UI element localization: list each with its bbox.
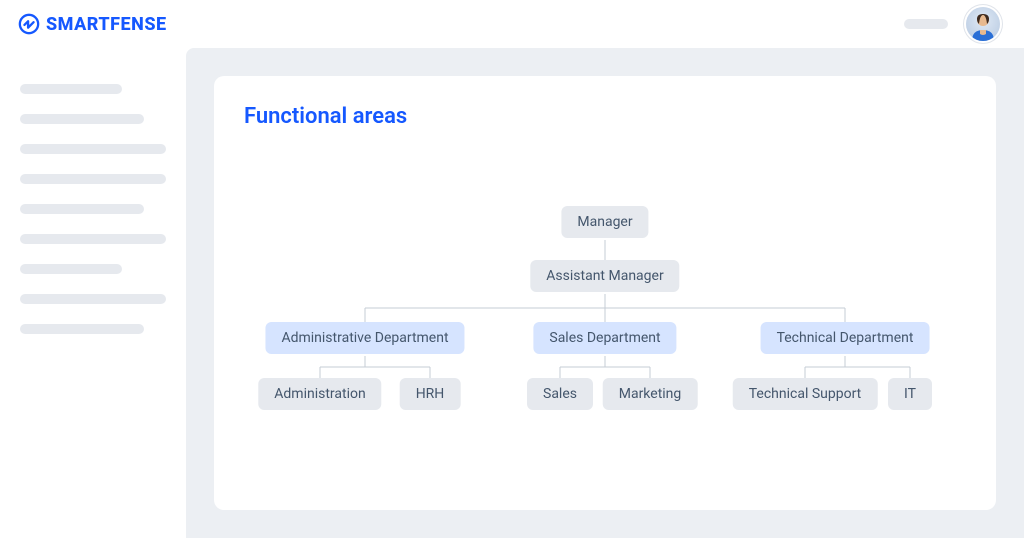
- sidebar-item[interactable]: [20, 114, 144, 124]
- sidebar-item[interactable]: [20, 294, 166, 304]
- brand-icon: [18, 13, 40, 35]
- org-node-admin2[interactable]: HRH: [400, 378, 461, 410]
- org-node-sales2[interactable]: Marketing: [603, 378, 698, 410]
- org-node-amgr[interactable]: Assistant Manager: [530, 260, 679, 292]
- org-node-admin1[interactable]: Administration: [258, 378, 381, 410]
- avatar[interactable]: [966, 7, 1000, 41]
- brand-name: SMARTFENSE: [46, 14, 167, 35]
- card-title: Functional areas: [244, 104, 966, 129]
- sidebar-item[interactable]: [20, 174, 166, 184]
- sidebar-item[interactable]: [20, 324, 144, 334]
- sidebar-item[interactable]: [20, 264, 122, 274]
- sidebar-item[interactable]: [20, 204, 144, 214]
- brand-logo[interactable]: SMARTFENSE: [18, 13, 167, 35]
- org-node-tech2[interactable]: IT: [888, 378, 932, 410]
- main-area: Functional areas Manager Assistant Manage…: [0, 48, 1024, 538]
- org-node-sales[interactable]: Sales Department: [533, 322, 676, 354]
- topbar: SMARTFENSE: [0, 0, 1024, 48]
- org-node-tech[interactable]: Technical Department: [761, 322, 930, 354]
- sidebar-item[interactable]: [20, 84, 122, 94]
- topbar-placeholder: [904, 19, 948, 29]
- sidebar-item[interactable]: [20, 234, 166, 244]
- sidebar: [0, 48, 186, 538]
- org-node-tech1[interactable]: Technical Support: [733, 378, 878, 410]
- org-node-mgr[interactable]: Manager: [561, 206, 648, 238]
- card: Functional areas Manager Assistant Manage…: [214, 76, 996, 510]
- org-node-sales1[interactable]: Sales: [527, 378, 593, 410]
- org-chart: Manager Assistant Manager Administrative D…: [245, 206, 965, 416]
- org-node-admin[interactable]: Administrative Department: [265, 322, 464, 354]
- content-panel: Functional areas Manager Assistant Manage…: [186, 48, 1024, 538]
- sidebar-item[interactable]: [20, 144, 166, 154]
